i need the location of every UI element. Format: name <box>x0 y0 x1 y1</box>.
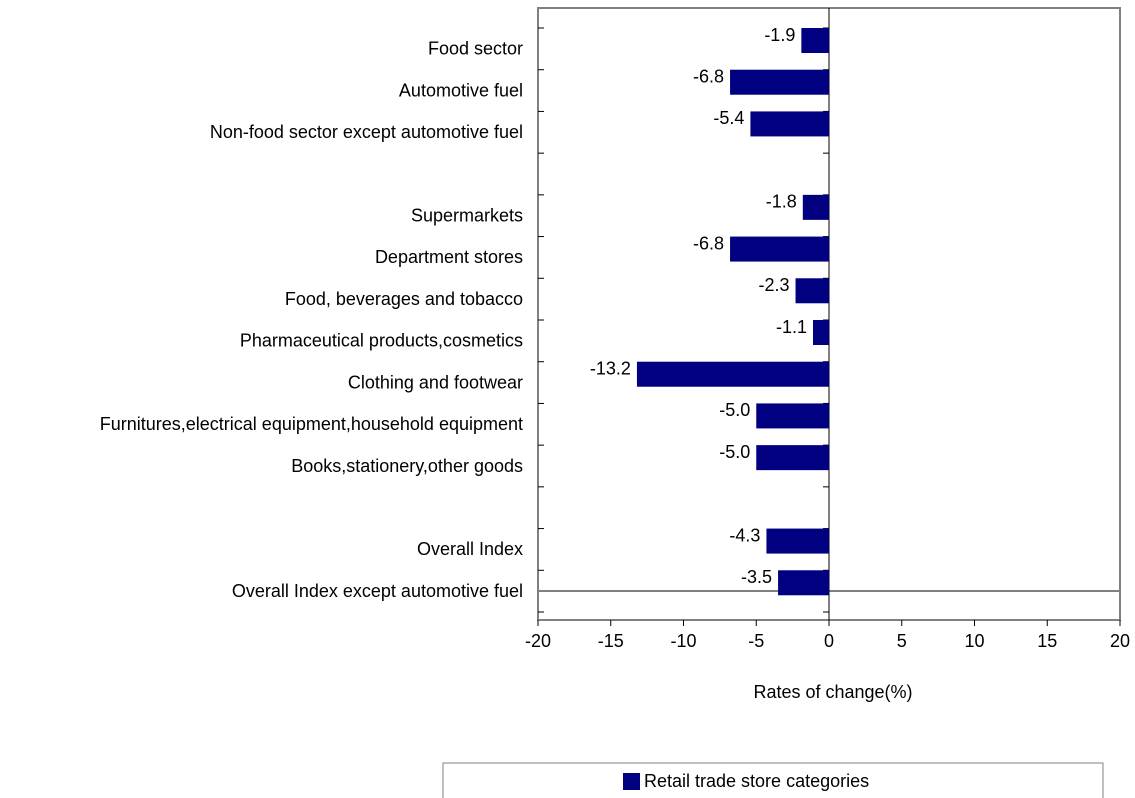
value-label: -4.3 <box>729 525 760 545</box>
y-tick-label: Department stores <box>375 247 523 267</box>
bar <box>766 528 829 554</box>
value-label: -1.8 <box>766 192 797 212</box>
bar <box>636 361 829 387</box>
bar <box>795 278 829 304</box>
value-label: -1.9 <box>764 25 795 45</box>
y-tick-label: Food, beverages and tobacco <box>285 289 523 309</box>
bar <box>750 111 829 137</box>
y-tick-label: Furnitures,electrical equipment,househol… <box>100 414 523 434</box>
bar <box>730 236 829 262</box>
x-tick-label: -10 <box>670 631 696 651</box>
x-tick-label: -20 <box>525 631 551 651</box>
value-label: -6.8 <box>693 66 724 86</box>
y-tick-label: Supermarkets <box>411 205 523 225</box>
y-tick-label: Books,stationery,other goods <box>291 456 523 476</box>
x-tick-label: 10 <box>964 631 984 651</box>
x-tick-label: 0 <box>824 631 834 651</box>
x-tick-label: 20 <box>1110 631 1130 651</box>
value-label: -13.2 <box>590 358 631 378</box>
bar <box>778 570 829 596</box>
y-tick-label: Food sector <box>428 39 523 59</box>
bar <box>756 445 829 471</box>
y-tick-label: Pharmaceutical products,cosmetics <box>240 331 523 351</box>
x-tick-label: 5 <box>897 631 907 651</box>
bar <box>812 320 829 345</box>
value-label: -6.8 <box>693 233 724 253</box>
y-tick-label: Automotive fuel <box>399 80 523 100</box>
x-tick-label: 15 <box>1037 631 1057 651</box>
y-tick-label: Non-food sector except automotive fuel <box>210 122 523 142</box>
value-label: -3.5 <box>741 567 772 587</box>
value-label: -5.0 <box>719 442 750 462</box>
legend-label: Retail trade store categories <box>644 771 869 791</box>
bar <box>801 28 829 53</box>
y-tick-label: Overall Index <box>417 539 523 559</box>
y-tick-label: Overall Index except automotive fuel <box>232 581 523 601</box>
x-axis-title: Rates of change(%) <box>753 682 912 702</box>
legend-box <box>442 762 1104 798</box>
bar <box>802 194 829 220</box>
bar <box>756 403 829 429</box>
value-label: -5.0 <box>719 400 750 420</box>
value-label: -2.3 <box>759 275 790 295</box>
x-tick-label: -5 <box>748 631 764 651</box>
value-label: -1.1 <box>776 317 807 337</box>
legend-swatch <box>623 773 640 790</box>
value-label: -5.4 <box>713 108 744 128</box>
x-tick-label: -15 <box>598 631 624 651</box>
y-tick-label: Clothing and footwear <box>348 372 523 392</box>
bar <box>730 69 829 95</box>
